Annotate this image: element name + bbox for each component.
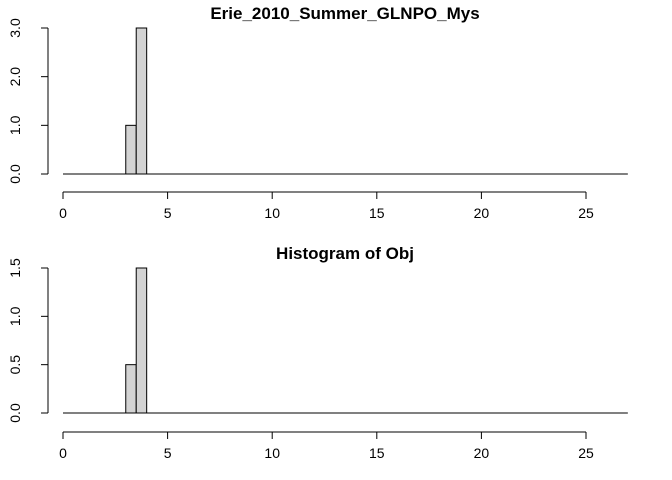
x-tick-label: 25	[578, 205, 594, 221]
histogram-bar-0	[125, 124, 137, 175]
x-tick-label: 10	[264, 445, 280, 461]
y-tick-label: 1.0	[7, 115, 23, 135]
x-tick-label: 20	[474, 445, 490, 461]
y-tick-label: 1.0	[7, 306, 23, 326]
histogram-bar-1	[135, 267, 148, 414]
x-tick-label: 0	[59, 445, 67, 461]
y-tick-label: 0.0	[7, 403, 23, 423]
histogram-bar-1	[135, 27, 148, 175]
x-tick-label: 5	[164, 205, 172, 221]
panel-top: Erie_2010_Summer_GLNPO_Mys 0 5 10 15 20 25 0.0…	[7, 4, 628, 221]
y-tick-label: 2.0	[7, 67, 23, 87]
plot-area-bottom: 0 5 10 15 20 25 0.0 0.5 1.0 1.5	[7, 258, 628, 461]
histogram-bar-0	[125, 364, 137, 414]
y-tick-label: 0.0	[7, 164, 23, 184]
x-tick-label: 10	[264, 205, 280, 221]
x-tick-label: 25	[578, 445, 594, 461]
y-tick-label: 0.5	[7, 355, 23, 375]
x-tick-label: 5	[164, 445, 172, 461]
plot-area-top: 0 5 10 15 20 25 0.0 1.0 2.0 3.0	[7, 18, 628, 221]
x-tick-label: 15	[369, 445, 385, 461]
y-tick-label: 3.0	[7, 18, 23, 38]
x-tick-label: 20	[474, 205, 490, 221]
x-tick-label: 15	[369, 205, 385, 221]
x-tick-label: 0	[59, 205, 67, 221]
chart-title-bottom: Histogram of Obj	[276, 244, 414, 263]
panel-bottom: Histogram of Obj 0 5 10 15 20 25 0.0 0.5 1.0 1.5	[7, 244, 628, 461]
chart-title-top: Erie_2010_Summer_GLNPO_Mys	[210, 4, 479, 23]
y-tick-label: 1.5	[7, 258, 23, 278]
